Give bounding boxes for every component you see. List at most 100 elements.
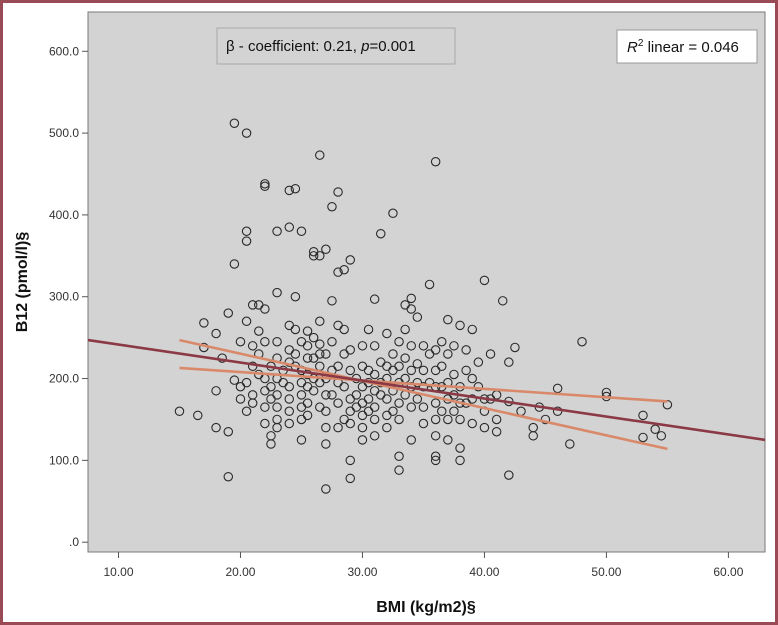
data-point	[430, 156, 441, 167]
data-point	[247, 300, 258, 310]
data-point	[339, 324, 349, 335]
data-point	[473, 357, 484, 367]
data-point	[296, 435, 307, 445]
data-point	[235, 336, 246, 347]
data-point	[284, 406, 295, 417]
data-point	[284, 185, 295, 196]
data-point	[266, 381, 276, 392]
data-point	[443, 314, 453, 325]
data-point	[650, 424, 660, 435]
data-point	[345, 255, 356, 265]
data-point	[345, 418, 356, 429]
data-point	[455, 455, 465, 466]
y-axis: .0 100.0 200.0 300.0 400.0 500.0 600.0	[49, 44, 88, 549]
data-point	[357, 435, 368, 445]
data-point	[430, 431, 441, 441]
data-point	[321, 406, 331, 417]
r2-superscript: 2	[638, 38, 644, 49]
data-point	[577, 336, 587, 347]
data-point	[436, 336, 447, 347]
data-point	[394, 361, 404, 372]
y-tick-label: 300.0	[49, 290, 79, 304]
data-point	[656, 431, 667, 441]
data-point	[369, 414, 380, 425]
data-point	[223, 308, 234, 318]
data-point	[223, 426, 234, 437]
data-point	[552, 406, 563, 417]
data-point	[491, 414, 502, 425]
data-point	[479, 275, 490, 286]
data-point	[638, 432, 648, 443]
data-point	[430, 345, 441, 355]
data-point	[363, 324, 374, 335]
data-point	[241, 226, 252, 237]
y-tick-label: 100.0	[49, 453, 79, 467]
data-point	[436, 406, 447, 417]
data-point	[260, 336, 270, 347]
data-point	[315, 316, 325, 327]
data-point	[193, 410, 203, 421]
data-point	[467, 324, 477, 335]
data-point	[461, 345, 471, 355]
confidence-line-upper	[179, 338, 668, 451]
data-point	[327, 336, 337, 347]
data-point	[333, 267, 343, 277]
data-point	[241, 236, 252, 246]
data-point	[321, 390, 331, 400]
data-point	[260, 304, 270, 314]
data-point	[394, 451, 404, 462]
data-point	[449, 406, 459, 417]
data-point	[333, 422, 343, 433]
data-point	[369, 294, 380, 304]
x-tick-label: 20.00	[225, 565, 255, 579]
data-point	[321, 244, 331, 255]
x-tick-label: 60.00	[713, 565, 743, 579]
data-point	[333, 361, 343, 372]
data-point	[284, 381, 295, 392]
data-point	[357, 422, 368, 433]
data-point	[430, 414, 441, 425]
data-point	[406, 365, 417, 376]
data-point	[302, 398, 313, 408]
data-point	[430, 455, 441, 466]
data-point	[412, 359, 423, 369]
data-point	[376, 228, 386, 239]
data-point	[315, 339, 325, 349]
beta-annotation-box	[216, 27, 456, 65]
r2-annotation-box	[616, 29, 758, 64]
y-tick-label: 400.0	[49, 208, 79, 222]
data-point	[406, 304, 417, 314]
data-point	[327, 296, 337, 306]
data-point	[302, 326, 313, 336]
data-point	[394, 336, 404, 347]
data-point	[272, 422, 282, 433]
data-point	[400, 324, 410, 335]
data-point	[418, 402, 429, 412]
data-point	[491, 426, 502, 437]
data-point	[369, 402, 380, 412]
data-point	[473, 381, 484, 392]
y-tick-label: 500.0	[49, 126, 79, 140]
data-point	[412, 394, 423, 404]
data-point	[260, 179, 270, 189]
x-tick-label: 50.00	[591, 565, 621, 579]
data-point	[351, 390, 362, 400]
data-point	[321, 439, 331, 449]
data-point	[241, 128, 252, 138]
beta-p-label: p	[360, 38, 369, 55]
data-point	[388, 208, 398, 219]
data-point	[382, 394, 392, 404]
data-point	[321, 484, 331, 494]
data-point	[241, 406, 252, 417]
data-point	[430, 398, 441, 408]
data-point	[266, 439, 276, 449]
data-point	[418, 365, 429, 376]
data-point	[333, 398, 343, 408]
data-point	[211, 386, 221, 396]
y-axis-title: B12 (pmol/l)§	[14, 232, 31, 333]
data-point	[211, 422, 221, 433]
data-point	[308, 386, 319, 396]
data-point	[345, 345, 356, 355]
data-point	[430, 451, 441, 462]
